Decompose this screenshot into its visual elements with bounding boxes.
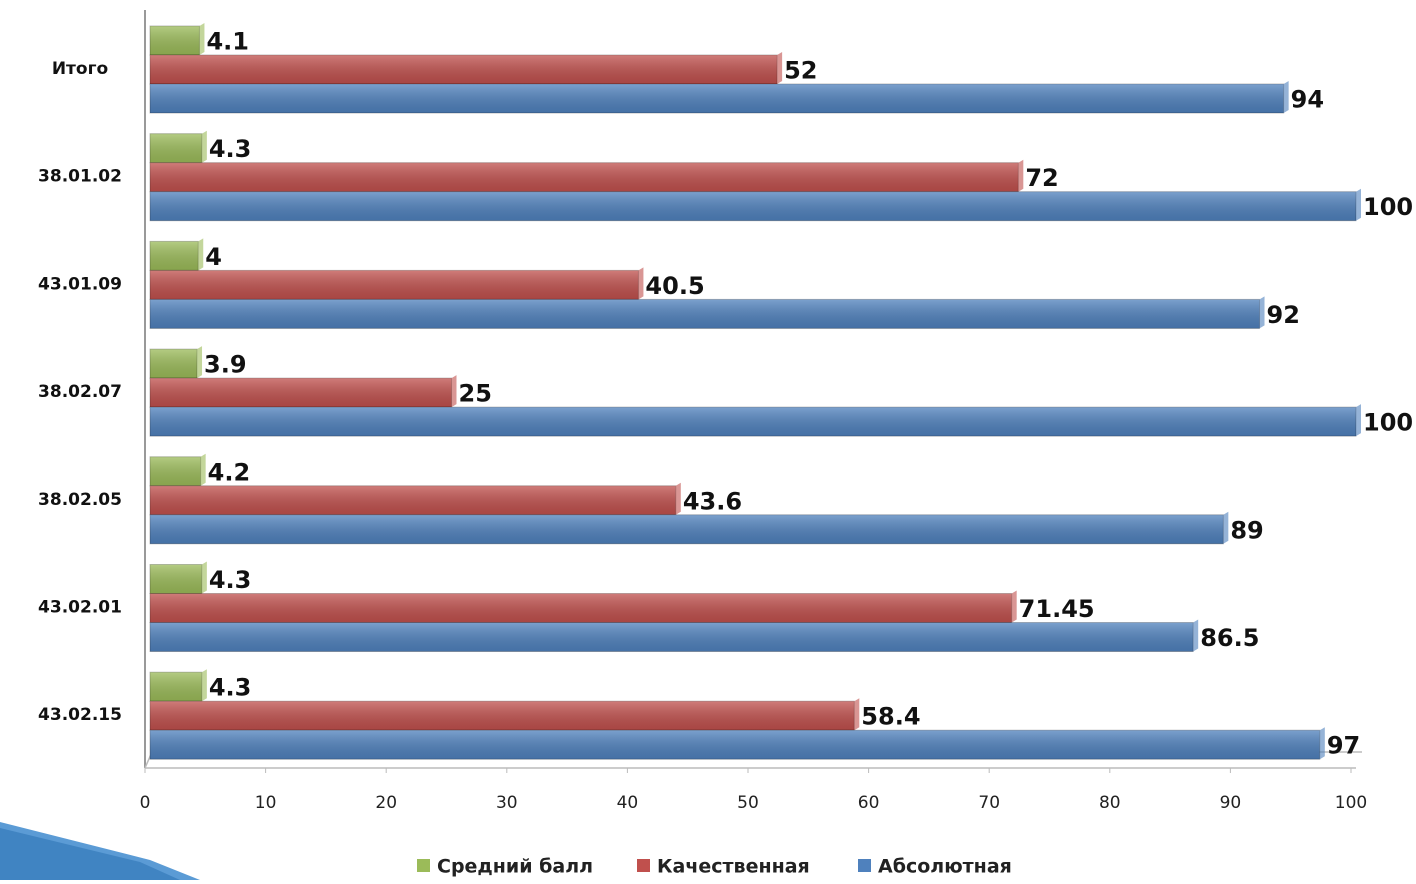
y-tick-label: Итого <box>52 59 108 79</box>
value-label: 92 <box>1267 301 1300 329</box>
value-label: 72 <box>1025 164 1058 192</box>
bar-shade <box>150 26 200 55</box>
x-tick-label: 50 <box>737 793 759 813</box>
y-tick-label: 43.02.15 <box>38 705 122 725</box>
bar-side <box>198 238 204 271</box>
bar-shade <box>150 514 1224 544</box>
y-tick-label: 43.01.09 <box>38 274 122 294</box>
bar-shade <box>150 241 199 271</box>
bar-side <box>1011 590 1017 623</box>
bar-side <box>1193 619 1199 652</box>
bar-shade <box>150 349 198 379</box>
bar-shade <box>150 299 1260 329</box>
bar-side <box>1356 188 1361 221</box>
bar-shade <box>150 730 1320 760</box>
legend-swatch <box>417 859 430 872</box>
y-tick-label: 38.02.05 <box>38 490 122 510</box>
value-label: 94 <box>1291 86 1324 114</box>
x-tick-label: 60 <box>858 793 880 813</box>
bar-shade <box>150 485 676 515</box>
value-label: 4.3 <box>209 135 252 163</box>
x-tick-label: 100 <box>1335 793 1367 813</box>
value-label: 25 <box>459 380 492 408</box>
value-label: 3.9 <box>204 351 247 379</box>
x-tick-label: 80 <box>1099 793 1121 813</box>
bar-shade <box>150 564 202 594</box>
bar-side <box>1259 296 1265 329</box>
bar-side <box>197 346 203 379</box>
y-tick-label: 43.02.01 <box>38 598 122 618</box>
bar-shade <box>150 378 452 408</box>
x-tick-label: 30 <box>496 793 518 813</box>
bar-side <box>451 375 457 408</box>
bar-side <box>638 267 644 300</box>
y-tick-label: 38.02.07 <box>38 382 122 402</box>
bar-shade <box>150 191 1356 221</box>
bar-side <box>201 669 207 702</box>
bar-shade <box>150 456 201 486</box>
legend-label: Абсолютная <box>878 856 1012 878</box>
x-tick-label: 70 <box>978 793 1000 813</box>
value-label: 86.5 <box>1200 624 1259 652</box>
bar-side <box>1356 404 1361 437</box>
x-tick-label: 20 <box>375 793 397 813</box>
x-tick-label: 10 <box>255 793 277 813</box>
value-label: 4 <box>205 243 222 271</box>
x-tick-label: 40 <box>617 793 639 813</box>
value-label: 100 <box>1363 409 1413 437</box>
bar-side <box>200 453 206 486</box>
bar-side <box>675 482 681 515</box>
value-label: 4.3 <box>209 566 252 594</box>
bar-side <box>1283 81 1289 113</box>
bar-shade <box>150 84 1284 113</box>
bar-shade <box>150 672 202 702</box>
value-label: 100 <box>1363 193 1413 221</box>
legend-label: Средний балл <box>437 856 593 878</box>
legend-swatch <box>637 859 650 872</box>
x-tick-label: 0 <box>140 793 151 813</box>
bar-side <box>1223 511 1229 544</box>
bar-shade <box>150 622 1194 652</box>
value-label: 4.2 <box>208 458 251 486</box>
value-label: 43.6 <box>683 487 742 515</box>
bar-shade <box>150 593 1012 623</box>
bar-side <box>201 561 207 594</box>
bar-side <box>1018 159 1024 192</box>
y-tick-label: 38.01.02 <box>38 167 122 187</box>
bar-side <box>1319 727 1325 760</box>
value-label: 4.3 <box>209 674 252 702</box>
value-label: 89 <box>1230 516 1263 544</box>
bar-side <box>854 698 860 731</box>
bar-shade <box>150 407 1356 437</box>
value-label: 58.4 <box>861 703 920 731</box>
x-tick-label: 90 <box>1220 793 1242 813</box>
bar-shade <box>150 162 1019 192</box>
value-label: 97 <box>1327 732 1360 760</box>
bar-shade <box>150 55 778 84</box>
bar-shade <box>150 270 639 300</box>
legend-label: Качественная <box>657 856 810 878</box>
value-label: 4.1 <box>206 28 249 56</box>
value-label: 40.5 <box>645 272 704 300</box>
bar-side <box>199 23 205 55</box>
value-label: 71.45 <box>1019 595 1095 623</box>
bar-side <box>201 130 207 163</box>
legend-swatch <box>858 859 871 872</box>
bar-shade <box>150 701 855 731</box>
decoration <box>0 828 180 880</box>
bar-side <box>777 52 783 84</box>
value-label: 52 <box>784 57 817 85</box>
bar-shade <box>150 133 202 163</box>
